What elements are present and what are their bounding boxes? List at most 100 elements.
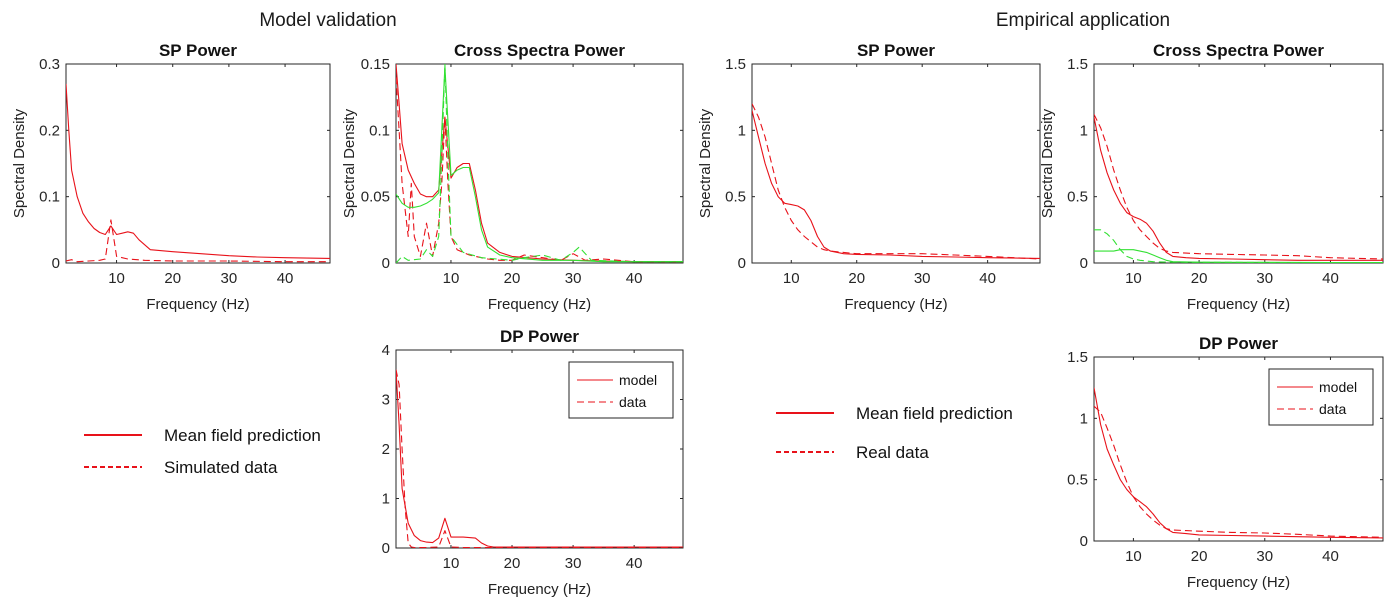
- legend-label-model: model: [619, 372, 657, 388]
- y-tick-label: 0.3: [39, 56, 60, 73]
- x-tick-label: 30: [1256, 548, 1273, 565]
- series-line-red-dashed: [1094, 114, 1383, 260]
- y-tick-label: 1.5: [1067, 349, 1088, 366]
- y-tick-label: 0: [738, 255, 746, 272]
- chart-sp-power-empirical: 10 20 30 40 0 0.5 1 1.5 SP Power Frequency (Hz) Sp…: [697, 41, 1041, 313]
- chart-title: Cross Spectra Power: [454, 41, 625, 60]
- legend-validation: Mean field prediction Simulated data: [84, 426, 321, 477]
- x-tick-label: 10: [108, 270, 125, 287]
- chart-title: Cross Spectra Power: [1153, 41, 1324, 60]
- series-line-red-solid: [396, 64, 683, 263]
- x-tick-label: 20: [504, 555, 521, 572]
- x-axis-label: Frequency (Hz): [488, 296, 591, 313]
- y-axis-label: Spectral Density: [11, 108, 28, 218]
- y-tick-label: 3: [382, 392, 390, 409]
- legend-box: [568, 361, 674, 419]
- y-tick-label: 0.5: [1067, 472, 1088, 489]
- legend-box: [1268, 368, 1374, 426]
- y-tick-label: 1: [382, 491, 390, 508]
- x-tick-label: 40: [277, 270, 294, 287]
- y-tick-label: 2: [382, 441, 390, 458]
- x-tick-label: 20: [1191, 548, 1208, 565]
- chart-title: DP Power: [500, 327, 579, 346]
- axes-box: [1093, 63, 1384, 264]
- chart-cross-spectra-validation: 10 20 30 40 0 0.05 0.1 0.15 Cross Spectra Power F…: [341, 41, 684, 313]
- x-tick-label: 20: [1191, 270, 1208, 287]
- series-line-red-solid: [66, 83, 330, 259]
- y-tick-label: 0.5: [725, 189, 746, 206]
- chart-dp-power-validation: 10 20 30 40 0 1 2 3 4 DP Power Frequency (Hz) model…: [382, 327, 684, 598]
- section-title-empirical-application: Empirical application: [996, 10, 1170, 31]
- y-tick-label: 0.1: [39, 189, 60, 206]
- legend-solid-label: Mean field prediction: [856, 404, 1013, 423]
- series-line-green-dashed: [1094, 229, 1383, 263]
- chart-title: SP Power: [159, 41, 237, 60]
- legend-label-data: data: [619, 394, 646, 410]
- series-line-red-solid: [1094, 387, 1383, 539]
- y-tick-label: 0.2: [39, 122, 60, 139]
- x-axis-label: Frequency (Hz): [844, 296, 947, 313]
- y-axis-label: Spectral Density: [1039, 108, 1056, 218]
- x-tick-label: 20: [504, 270, 521, 287]
- series-line-red-solid: [1094, 116, 1383, 261]
- chart-title: SP Power: [857, 41, 935, 60]
- y-tick-label: 0.1: [369, 122, 390, 139]
- y-tick-label: 1.5: [1067, 56, 1088, 73]
- x-axis-label: Frequency (Hz): [1187, 296, 1290, 313]
- section-title-model-validation: Model validation: [259, 10, 396, 31]
- x-tick-label: 40: [1322, 548, 1339, 565]
- y-tick-label: 0: [382, 540, 390, 557]
- x-tick-label: 20: [164, 270, 181, 287]
- x-tick-label: 30: [565, 270, 582, 287]
- y-tick-label: 0.15: [361, 56, 390, 73]
- series-line-green-solid: [1094, 249, 1383, 263]
- legend-label-data: data: [1319, 401, 1346, 417]
- series-line-red-solid: [396, 369, 683, 548]
- y-tick-label: 0.05: [361, 189, 390, 206]
- series-line-red-dashed: [1094, 405, 1383, 538]
- series-line-red-dashed: [396, 369, 683, 548]
- x-tick-label: 40: [979, 270, 996, 287]
- x-axis-label: Frequency (Hz): [146, 296, 249, 313]
- series-line-red-dashed: [752, 103, 1040, 260]
- chart-cross-spectra-empirical: 10 20 30 40 0 0.5 1 1.5 Cross Spectra Power Frequ…: [1039, 41, 1384, 313]
- x-tick-label: 30: [565, 555, 582, 572]
- y-tick-label: 0: [382, 255, 390, 272]
- y-tick-label: 0.5: [1067, 189, 1088, 206]
- x-tick-label: 40: [626, 555, 643, 572]
- y-tick-label: 0: [1080, 533, 1088, 550]
- axes-box: [751, 63, 1041, 264]
- x-tick-label: 10: [443, 555, 460, 572]
- y-axis-label: Spectral Density: [341, 108, 358, 218]
- chart-title: DP Power: [1199, 334, 1278, 353]
- chart-dp-power-empirical: 10 20 30 40 0 0.5 1 1.5 DP Power Frequency (Hz) mo…: [1067, 334, 1384, 591]
- x-tick-label: 30: [1256, 270, 1273, 287]
- legend-dashed-label: Real data: [856, 443, 929, 462]
- y-axis-label: Spectral Density: [697, 108, 714, 218]
- y-tick-label: 1: [1080, 122, 1088, 139]
- y-tick-label: 4: [382, 342, 390, 359]
- x-tick-label: 40: [1322, 270, 1339, 287]
- x-axis-label: Frequency (Hz): [488, 581, 591, 598]
- x-tick-label: 10: [1125, 270, 1142, 287]
- series-line-green-solid: [396, 66, 683, 263]
- legend-empirical: Mean field prediction Real data: [776, 404, 1013, 462]
- y-tick-label: 0: [52, 255, 60, 272]
- y-tick-label: 1.5: [725, 56, 746, 73]
- legend-solid-label: Mean field prediction: [164, 426, 321, 445]
- x-tick-label: 30: [221, 270, 238, 287]
- series-line-green-dashed: [396, 64, 683, 263]
- x-tick-label: 20: [848, 270, 865, 287]
- x-tick-label: 10: [1125, 548, 1142, 565]
- series-line-red-dashed: [66, 219, 330, 263]
- x-tick-label: 10: [443, 270, 460, 287]
- x-axis-label: Frequency (Hz): [1187, 574, 1290, 591]
- x-tick-label: 30: [914, 270, 931, 287]
- y-tick-label: 1: [738, 122, 746, 139]
- x-tick-label: 40: [626, 270, 643, 287]
- series-line-red-dashed: [396, 77, 683, 263]
- y-tick-label: 1: [1080, 410, 1088, 427]
- y-tick-label: 0: [1080, 255, 1088, 272]
- legend-dashed-label: Simulated data: [164, 458, 278, 477]
